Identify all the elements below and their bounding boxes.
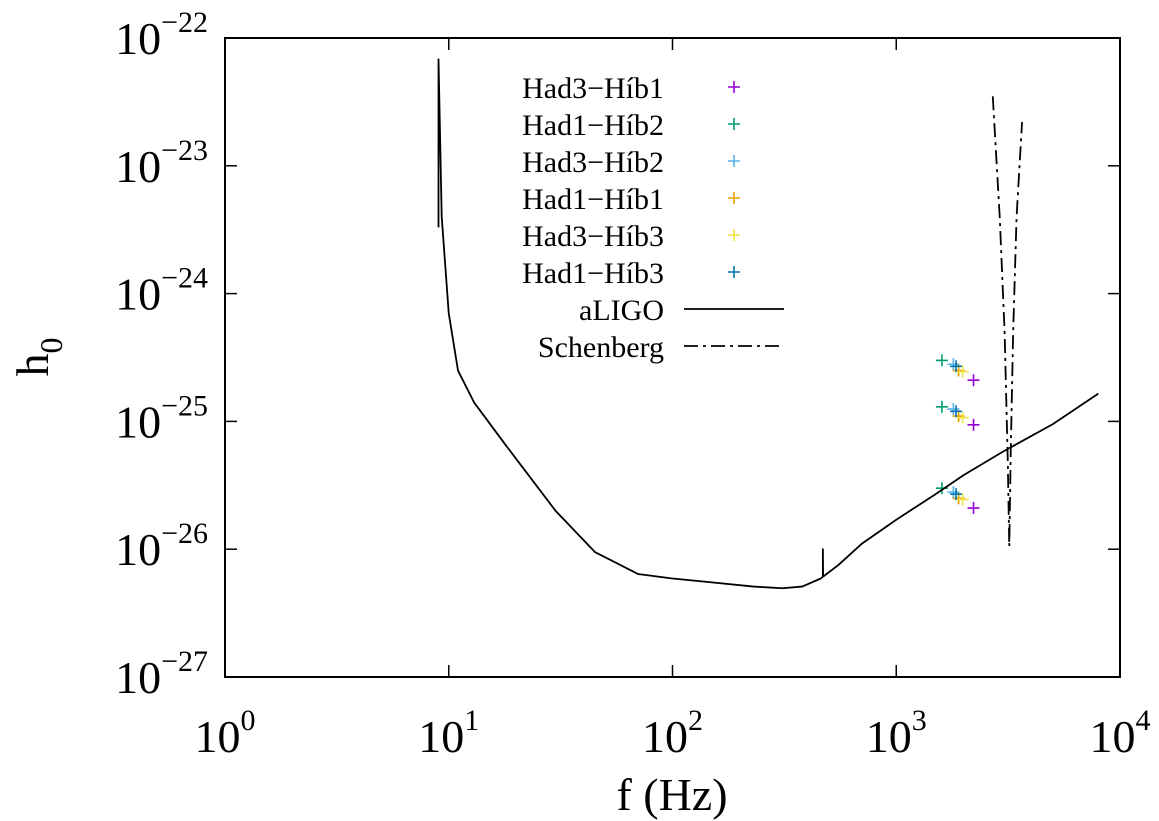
y-tick-exponent: −25 — [161, 389, 208, 422]
series-1 — [935, 354, 948, 495]
x-tick-base: 10 — [418, 711, 464, 762]
data-point — [935, 482, 948, 495]
data-point — [947, 403, 960, 416]
y-tick-exponent: −23 — [161, 134, 208, 167]
data-point — [935, 354, 948, 367]
x-tick-label: 101 — [418, 704, 479, 762]
y-tick-base: 10 — [115, 269, 161, 320]
x-tick-label: 100 — [195, 704, 256, 762]
plot-frame — [224, 37, 1121, 678]
data-point — [950, 405, 963, 418]
x-tick-exponent: 1 — [464, 704, 479, 737]
legend-marker — [728, 81, 740, 93]
x-tick-base: 10 — [642, 711, 688, 762]
legend-marker — [728, 192, 740, 204]
y-tick-exponent: −26 — [161, 517, 208, 550]
x-tick-base: 10 — [866, 711, 912, 762]
data-point — [950, 488, 963, 501]
y-axis-title-subscript: 0 — [33, 338, 69, 354]
data-point — [950, 360, 963, 373]
data-point — [947, 486, 960, 499]
series-line — [437, 58, 1099, 590]
y-tick-label: 10−22 — [115, 6, 208, 64]
x-tick-exponent: 3 — [912, 704, 927, 737]
legend-label: Had1−Híb3 — [522, 257, 664, 290]
data-point — [935, 400, 948, 413]
series-6 — [437, 58, 1099, 590]
y-tick-label: 10−27 — [115, 645, 208, 703]
x-tick-exponent: 2 — [688, 704, 703, 737]
series-2 — [947, 358, 960, 499]
y-tick-base: 10 — [115, 13, 161, 64]
data-point — [967, 502, 980, 515]
y-tick-base: 10 — [115, 141, 161, 192]
legend-label: Had3−Híb3 — [522, 220, 664, 253]
series-3 — [952, 364, 965, 505]
x-tick-exponent: 4 — [1136, 704, 1151, 737]
y-tick-label: 10−23 — [115, 134, 208, 192]
legend-label: Had1−Híb2 — [522, 109, 664, 142]
y-tick-exponent: −27 — [161, 645, 208, 678]
data-point — [967, 418, 980, 431]
legend-marker — [728, 229, 740, 241]
legend-label: Had3−Híb1 — [522, 72, 664, 105]
y-tick-base: 10 — [115, 524, 161, 575]
y-axis-title: h0 — [7, 338, 69, 377]
legend-label: Schenberg — [538, 331, 664, 364]
x-tick-base: 10 — [195, 711, 241, 762]
y-tick-base: 10 — [115, 652, 161, 703]
data-point — [967, 374, 980, 387]
data-point — [956, 365, 969, 378]
x-tick-label: 102 — [642, 704, 703, 762]
y-tick-label: 10−26 — [115, 517, 208, 575]
legend-label: aLIGO — [579, 294, 664, 327]
series-4 — [956, 365, 969, 506]
legend-marker — [728, 266, 740, 278]
y-axis-title-base: h — [7, 354, 58, 377]
legend-label: Had3−Híb2 — [522, 146, 664, 179]
series-0 — [967, 374, 980, 515]
y-tick-base: 10 — [115, 396, 161, 447]
x-tick-label: 104 — [1090, 704, 1151, 762]
y-tick-exponent: −22 — [161, 6, 208, 39]
y-tick-label: 10−25 — [115, 389, 208, 447]
legend-label: Had1−Híb1 — [522, 183, 664, 216]
legend-marker — [728, 118, 740, 130]
series-7 — [991, 96, 1023, 548]
y-tick-exponent: −24 — [161, 262, 208, 295]
x-tick-label: 103 — [866, 704, 927, 762]
series-layer — [437, 58, 1099, 590]
x-axis-title: f (Hz) — [616, 769, 727, 820]
legend-marker — [728, 155, 740, 167]
ticks-layer: 100 101 102 103 10410−2210−2310−2410−2510−26… — [115, 6, 1150, 762]
x-tick-exponent: 0 — [241, 704, 256, 737]
x-tick-base: 10 — [1090, 711, 1136, 762]
data-point — [956, 493, 969, 506]
y-tick-label: 10−24 — [115, 262, 208, 320]
series-line — [991, 96, 1023, 548]
legend: Had3−Híb1 Had1−Híb2 Had3−Híb2 Had1−Híb1 Had3… — [522, 72, 784, 364]
data-point — [956, 411, 969, 424]
data-point — [947, 358, 960, 371]
series-5 — [950, 360, 963, 501]
